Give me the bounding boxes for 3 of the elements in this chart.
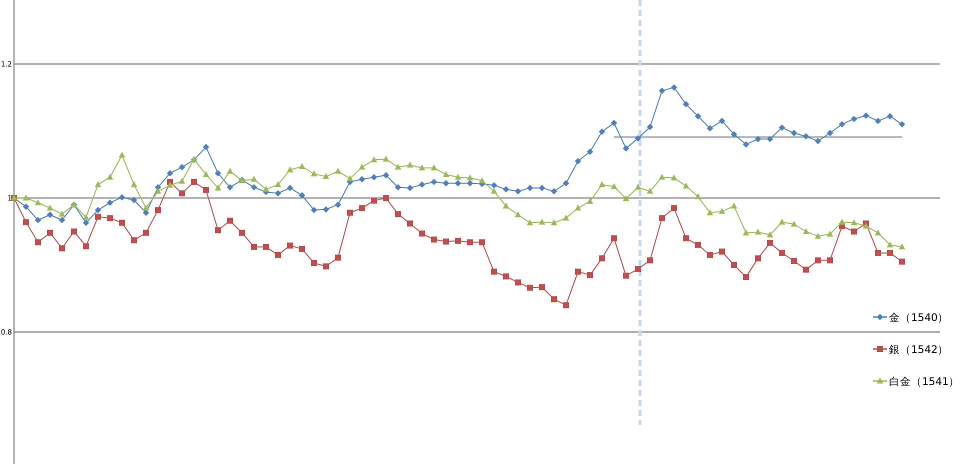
legend-label: 白金（1541） — [889, 376, 960, 388]
legend-label: 金（1540） — [889, 312, 949, 324]
legend-label: 銀（1542） — [889, 344, 949, 356]
